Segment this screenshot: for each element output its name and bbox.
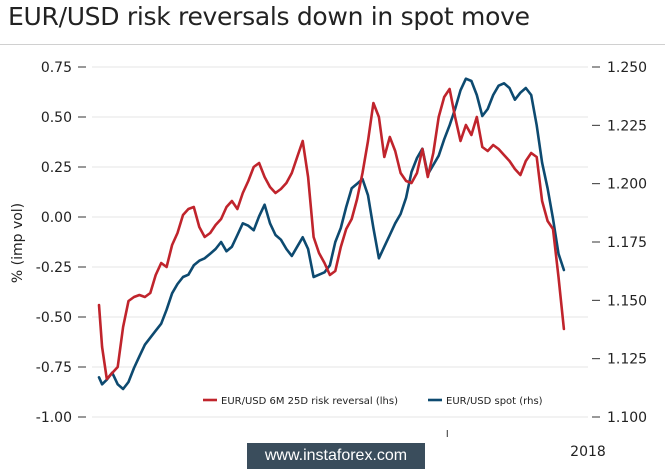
legend: EUR/USD 6M 25D risk reversal (lhs) EUR/US… [203,396,543,407]
left-tick-label: 0.50 [41,110,72,126]
right-axis: 1.250 1.225 1.200 1.175 1.150 1.125 1.100 [592,60,647,426]
watermark: www.instaforex.com [247,443,425,469]
grid-lines [92,66,588,418]
left-tick-label: -0.75 [36,360,72,376]
y-axis-label: % (imp vol) [10,203,26,283]
x-tick-label: 2018 [570,444,606,460]
right-tick-label: 1.150 [607,293,647,309]
left-tick-label: -1.00 [36,410,72,426]
left-tick-label: -0.50 [36,310,72,326]
chart-title: EUR/USD risk reversals down in spot move [8,2,530,31]
right-tick-label: 1.100 [607,410,647,426]
left-axis: 0.75 0.50 0.25 0.00 -0.25 -0.50 -0.75 -1.00 [36,60,86,426]
right-tick-label: 1.225 [607,118,647,134]
legend-item-risk-reversal-label: EUR/USD 6M 25D risk reversal (lhs) [221,396,398,407]
left-tick-label: 0.25 [41,160,72,176]
right-tick-label: 1.200 [607,177,647,193]
left-tick-label: 0.75 [41,60,72,76]
left-tick-label: 0.00 [41,210,72,226]
right-tick-label: 1.250 [607,60,647,76]
left-tick-label: -0.25 [36,260,72,276]
legend-item-spot-label: EUR/USD spot (rhs) [446,396,543,407]
spot-series-line [97,77,566,391]
right-tick-label: 1.125 [607,352,647,368]
risk-reversal-series-line [97,87,566,381]
series-layer [97,77,566,391]
right-tick-label: 1.175 [607,235,647,251]
title-divider [0,44,665,45]
